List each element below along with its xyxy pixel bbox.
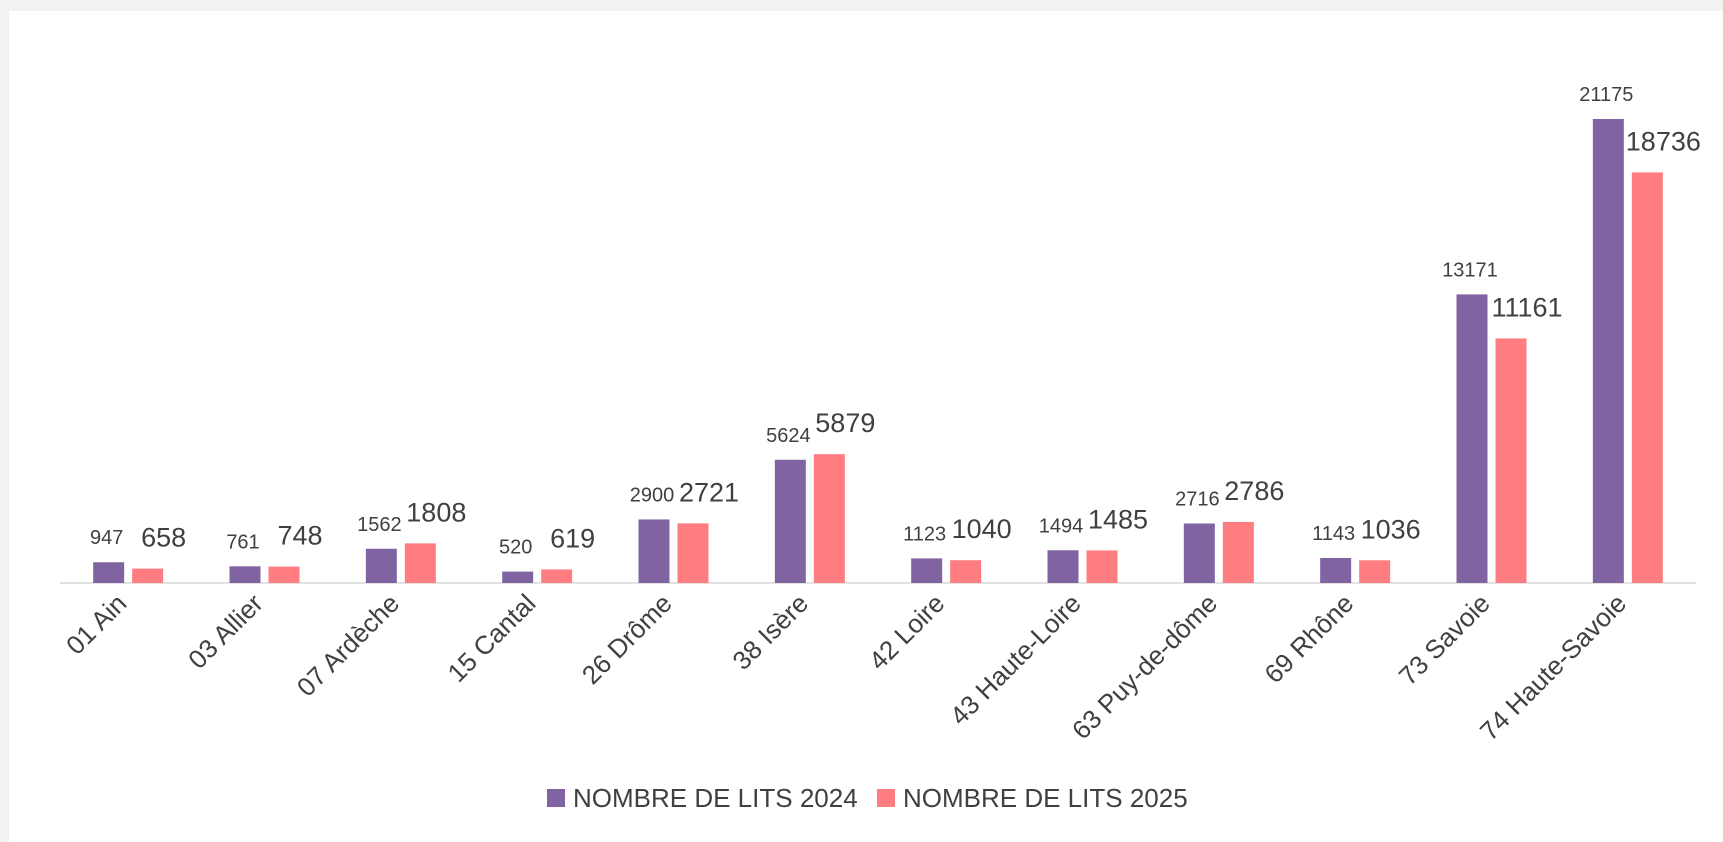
data-label: 658 [141, 523, 186, 553]
bar [1631, 172, 1663, 583]
bar [93, 562, 125, 583]
bar [404, 543, 436, 583]
bar [1047, 550, 1079, 583]
data-label: 1040 [952, 514, 1012, 544]
data-label: 21175 [1579, 84, 1633, 106]
data-label: 1808 [406, 497, 466, 527]
bar [911, 558, 943, 583]
bar [1592, 119, 1624, 583]
bar [1183, 523, 1215, 583]
data-label: 1036 [1361, 514, 1421, 544]
data-label: 947 [90, 527, 123, 549]
bar [229, 566, 261, 583]
bar [1359, 560, 1391, 583]
bar [1086, 550, 1118, 583]
bar [132, 568, 164, 583]
bar [365, 548, 397, 583]
data-label: 18736 [1626, 126, 1701, 156]
bar [774, 459, 806, 583]
bar [677, 523, 709, 583]
bar [638, 519, 670, 583]
data-label: 520 [499, 537, 532, 559]
bar [268, 566, 300, 583]
data-label: 13171 [1442, 259, 1498, 281]
data-label: 11161 [1491, 292, 1562, 322]
data-label: 619 [550, 523, 595, 553]
bar [813, 454, 845, 583]
data-label: 1494 [1039, 515, 1084, 537]
data-label: 2900 [630, 484, 675, 506]
data-label: 748 [277, 521, 322, 551]
chart-area [9, 11, 1723, 842]
data-label: 1485 [1088, 504, 1148, 534]
data-label: 1143 [1312, 523, 1355, 545]
legend-label: NOMBRE DE LITS 2024 [573, 783, 858, 813]
legend-swatch [877, 789, 895, 807]
data-label: 761 [226, 531, 259, 553]
bar [502, 571, 534, 583]
data-label: 2716 [1175, 488, 1220, 510]
data-label: 2721 [679, 477, 739, 507]
data-label: 2786 [1224, 476, 1284, 506]
bar [1456, 294, 1488, 583]
bar [1320, 557, 1352, 583]
legend-swatch [547, 789, 565, 807]
data-label: 5879 [815, 408, 875, 438]
data-label: 1123 [903, 523, 946, 545]
bar [1222, 521, 1254, 583]
bar [950, 560, 982, 583]
data-label: 5624 [766, 425, 811, 447]
data-label: 1562 [357, 514, 402, 536]
bar [541, 569, 573, 583]
legend-label: NOMBRE DE LITS 2025 [903, 783, 1188, 813]
bar [1495, 338, 1527, 583]
